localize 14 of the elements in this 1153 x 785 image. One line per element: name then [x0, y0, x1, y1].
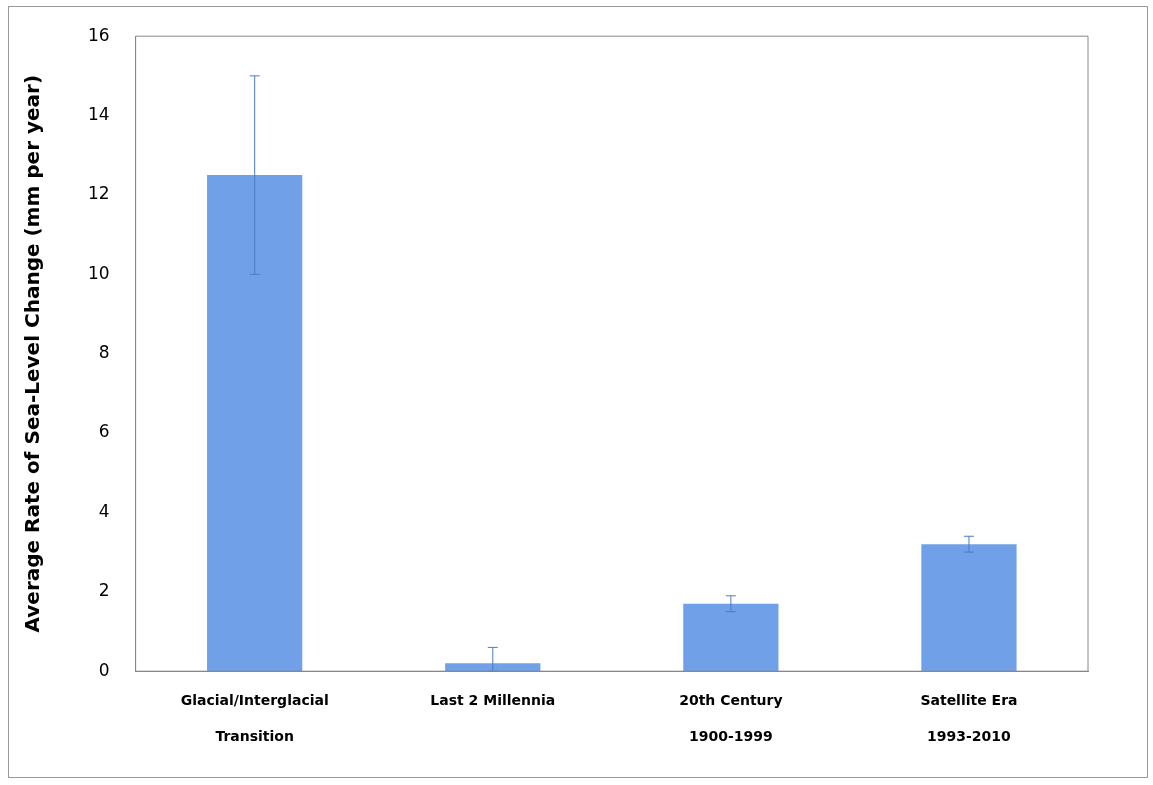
category-label: Satellite Era 1993-2010: [920, 692, 1018, 745]
y-tick-label: 0: [98, 659, 110, 680]
y-tick-label: 6: [98, 421, 110, 442]
category-label: Glacial/Interglacial Transition: [180, 692, 329, 745]
y-tick-label: 10: [87, 262, 110, 283]
y-axis-title: Average Rate of Sea-Level Change (mm per year): [20, 74, 45, 633]
y-tick-label: 14: [87, 104, 110, 124]
y-tick-label: 4: [98, 500, 110, 521]
x-tick-label: Last 2 Millennia: [430, 692, 556, 709]
y-tick-label: 8: [98, 342, 110, 363]
category-label: 20th Century 1900-1999: [679, 692, 783, 745]
y-tick-label: 12: [87, 183, 110, 204]
y-tick-label: 16: [87, 24, 110, 45]
y-tick-label: 2: [98, 580, 110, 601]
